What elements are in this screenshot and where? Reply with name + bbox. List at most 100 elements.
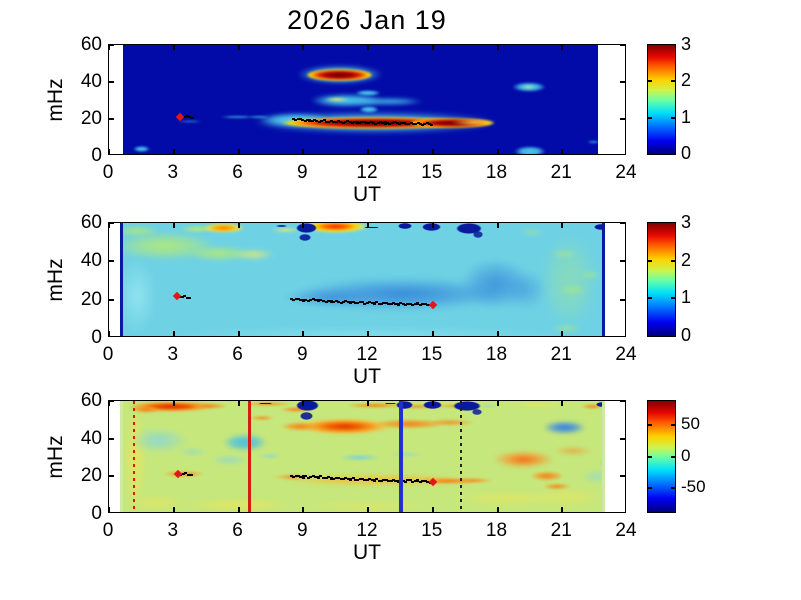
- x-tick-label: 0: [102, 520, 114, 541]
- track-dot: [341, 121, 345, 124]
- track-dot: [362, 121, 366, 124]
- track-dot: [400, 122, 404, 125]
- track-dot: [322, 119, 326, 122]
- track-dot: [289, 474, 293, 477]
- x-tick-label: 0: [102, 162, 114, 183]
- spectral-feature-blob: [280, 422, 320, 431]
- track-dot: [421, 480, 425, 483]
- tick-mark: [561, 149, 564, 154]
- track-dot: [394, 302, 398, 305]
- track-dot: [292, 475, 296, 478]
- track-dot: [426, 303, 430, 306]
- track-dot: [337, 300, 341, 303]
- spectral-feature-blob: [362, 227, 380, 229]
- spectral-feature-blob: [295, 223, 318, 233]
- axis-x-label: UT: [353, 541, 381, 564]
- track-dot: [418, 122, 422, 125]
- colorbar-tick-label: 3: [681, 212, 692, 232]
- track-dot: [416, 122, 420, 125]
- tick-mark: [109, 401, 114, 402]
- spectral-feature-blob: [415, 478, 481, 485]
- tick-mark: [561, 223, 564, 228]
- y-tick-label: 0: [91, 145, 102, 166]
- tick-mark: [109, 45, 110, 50]
- spectral-feature-blob: [426, 419, 474, 427]
- spectral-feature-blob: [580, 403, 605, 409]
- spectral-feature-blob: [350, 98, 425, 105]
- track-dot: [387, 303, 391, 306]
- spectral-feature-blob: [384, 402, 398, 404]
- event-vertical-line: [399, 401, 404, 512]
- track-dot: [298, 117, 302, 120]
- track-dot: [349, 477, 353, 480]
- spectral-feature-blob: [128, 401, 215, 412]
- track-dot: [418, 480, 422, 483]
- track-dot: [314, 475, 318, 478]
- tick-mark: [109, 260, 114, 263]
- track-dot: [320, 120, 324, 122]
- spectral-feature-blob: [270, 226, 302, 233]
- track-dot: [313, 118, 317, 121]
- tick-mark: [302, 223, 305, 228]
- track-dot: [395, 122, 399, 125]
- tick-mark: [172, 331, 175, 336]
- track-dot: [396, 302, 400, 305]
- track-dot: [184, 472, 188, 475]
- track-dot: [396, 479, 400, 482]
- event-vertical-line: [132, 401, 135, 512]
- track-dot: [309, 299, 313, 302]
- track-dot: [297, 474, 300, 477]
- spectral-feature-blob: [493, 451, 554, 468]
- tick-mark: [496, 223, 499, 228]
- data-edge-strip: [601, 223, 605, 336]
- track-dot: [289, 297, 293, 300]
- track-dot: [388, 122, 392, 125]
- spectral-feature-blob: [296, 417, 392, 435]
- track-dot: [379, 121, 383, 124]
- track-dot: [397, 123, 401, 126]
- track-dot: [363, 479, 367, 482]
- tick-mark: [237, 45, 240, 50]
- spectral-feature-blob: [176, 120, 203, 123]
- track-dot: [425, 122, 429, 125]
- track-dot: [183, 295, 187, 298]
- tick-mark: [237, 507, 240, 512]
- tick-mark: [109, 223, 110, 228]
- track-dot: [351, 300, 355, 303]
- track-dot: [377, 302, 381, 305]
- colorbar-tick-label: 0: [681, 445, 691, 465]
- track-dot: [341, 477, 345, 480]
- spectral-feature-blob: [560, 286, 586, 294]
- data-edge-strip: [120, 223, 124, 336]
- data-edge-strip: [601, 401, 605, 512]
- track-dot: [365, 302, 369, 305]
- x-tick-label: 6: [232, 162, 243, 183]
- tick-mark: [561, 507, 564, 512]
- spectral-feature-blob: [182, 498, 295, 511]
- tick-mark: [620, 260, 625, 263]
- track-dot: [181, 472, 185, 475]
- track-dot: [337, 477, 341, 480]
- track-dot: [346, 478, 350, 481]
- spectral-feature-blob: [346, 403, 403, 409]
- colorbar-tick-mark: [671, 297, 675, 300]
- track-dot: [384, 302, 388, 305]
- tick-mark: [620, 223, 625, 224]
- x-tick-label: 12: [356, 520, 378, 541]
- track-dot: [367, 121, 371, 124]
- track-dot: [390, 122, 394, 125]
- track-dot: [301, 299, 305, 302]
- track-dot: [394, 479, 398, 482]
- track-dot: [332, 121, 336, 124]
- spectral-feature-blob: [456, 223, 483, 234]
- x-tick-label: 12: [356, 162, 378, 183]
- x-tick-label: 18: [485, 520, 508, 541]
- colorbar-tick-mark: [671, 487, 675, 490]
- y-tick-label: 60: [80, 390, 102, 411]
- track-dot: [427, 123, 431, 126]
- track-dot: [408, 479, 412, 482]
- track-dot: [409, 122, 413, 125]
- figure-title: 2026 Jan 19: [287, 5, 447, 35]
- track-dot: [381, 122, 385, 125]
- spectral-feature-blob: [130, 406, 161, 413]
